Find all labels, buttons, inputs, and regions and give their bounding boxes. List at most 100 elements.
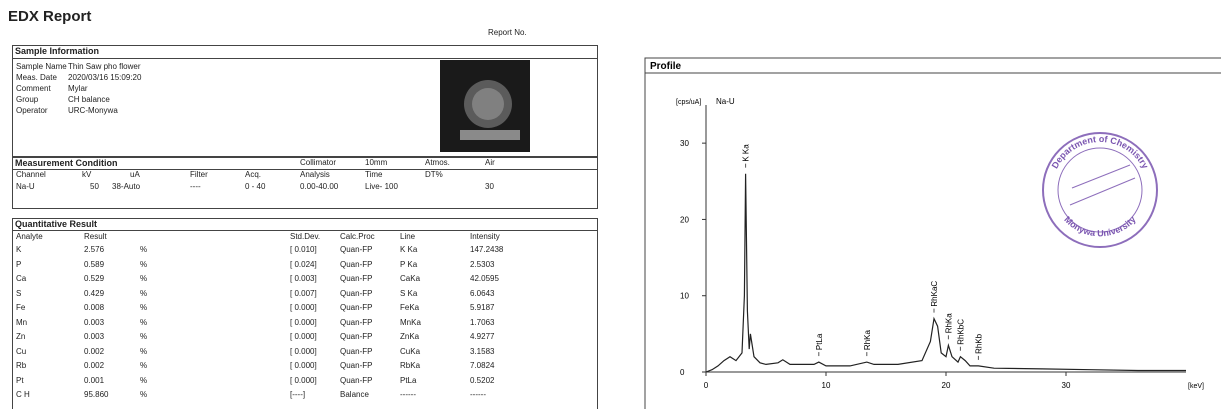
cell: FeKa [400, 303, 419, 313]
cell: % [140, 289, 147, 299]
cell: 0.003 [84, 332, 104, 342]
cell: C H [16, 390, 30, 400]
cell: 3.1583 [470, 347, 494, 357]
column-header: Result [84, 232, 107, 242]
column-header: uA [130, 170, 140, 180]
cell: [ 0.010] [290, 245, 317, 255]
cell: Quan-FP [340, 245, 372, 255]
stamp-text: Monywa University [1062, 214, 1137, 238]
x-label: [keV] [1188, 383, 1204, 390]
cell: Quan-FP [340, 347, 372, 357]
chart-frame [645, 58, 1221, 409]
column-header: Atmos. [425, 158, 450, 168]
stamp-text: Department of Chemistry [1050, 134, 1151, 170]
cell: 2.5303 [470, 260, 494, 270]
cell: 0.008 [84, 303, 104, 313]
cell: ZnKa [400, 332, 419, 342]
column-header: Collimator [300, 158, 336, 168]
column-header: Analyte [16, 232, 43, 242]
cell: 0.001 [84, 376, 104, 386]
peak-label: RhKbC [956, 319, 965, 345]
x-tick-label: 10 [822, 381, 831, 390]
field-value: 2020/03/16 15:09:20 [68, 73, 141, 83]
column-header: kV [82, 170, 91, 180]
page: EDX Report Report No. Sample Information… [0, 0, 1221, 409]
cell: 95.860 [84, 390, 108, 400]
cell: 42.0595 [470, 274, 499, 284]
cell: Quan-FP [340, 376, 372, 386]
stamp-bottom: Monywa University [1062, 214, 1137, 238]
cell: CaKa [400, 274, 420, 284]
cell: % [140, 303, 147, 313]
x-tick-label: 20 [942, 381, 951, 390]
cell: CuKa [400, 347, 420, 357]
cell: % [140, 318, 147, 328]
cell: % [140, 347, 147, 357]
column-header: Time [365, 170, 382, 180]
cell: K Ka [400, 245, 417, 255]
peak-label: RhKaC [930, 281, 939, 307]
cell: Quan-FP [340, 260, 372, 270]
column-header: Line [400, 232, 415, 242]
cell: 147.2438 [470, 245, 503, 255]
cell: Quan-FP [340, 274, 372, 284]
peak-label: RhKa [944, 313, 953, 334]
cell: [ 0.024] [290, 260, 317, 270]
cell: Zn [16, 332, 25, 342]
cell: 0.5202 [470, 376, 494, 386]
peak-label: PtLa [815, 333, 824, 350]
cell: % [140, 260, 147, 270]
cell: Quan-FP [340, 332, 372, 342]
cell: RbKa [400, 361, 420, 371]
cell: Pt [16, 376, 24, 386]
cell: [ 0.000] [290, 376, 317, 386]
column-header: Std.Dev. [290, 232, 320, 242]
profile-chart: Profile [cps/uA] Na-U [keV] Department o… [0, 0, 1221, 409]
field-value: Thin Saw pho flower [68, 62, 140, 72]
cell: Quan-FP [340, 289, 372, 299]
cell: Rb [16, 361, 26, 371]
cell: P [16, 260, 21, 270]
cell: 0.529 [84, 274, 104, 284]
cell: 0.002 [84, 361, 104, 371]
cell: % [140, 390, 147, 400]
cell: % [140, 245, 147, 255]
cell: 0.589 [84, 260, 104, 270]
column-header: Calc.Proc [340, 232, 375, 242]
column-header: 10mm [365, 158, 387, 168]
cell: [ 0.003] [290, 274, 317, 284]
cell: 7.0824 [470, 361, 494, 371]
stamp-top: Department of Chemistry [1050, 134, 1151, 170]
cell: 0.00-40.00 [300, 182, 338, 192]
y-label: [cps/uA] [676, 99, 701, 106]
y-tick-label: 10 [680, 292, 689, 301]
cell: [ 0.000] [290, 318, 317, 328]
column-header: Air [485, 158, 495, 168]
cell: 0 - 40 [245, 182, 265, 192]
peak-label: K Ka [742, 144, 751, 162]
column-header: Filter [190, 170, 208, 180]
cell: ------ [470, 390, 486, 400]
field-value: Mylar [68, 84, 88, 94]
cell: 0.429 [84, 289, 104, 299]
cell: Cu [16, 347, 26, 357]
cell: 5.9187 [470, 303, 494, 313]
cell: 50 [90, 182, 99, 192]
series-label: Na-U [716, 97, 735, 106]
cell: Live- 100 [365, 182, 398, 192]
cell: % [140, 274, 147, 284]
cell: Na-U [16, 182, 35, 192]
column-header: Analysis [300, 170, 330, 180]
cell: ------ [400, 390, 416, 400]
cell: 1.7063 [470, 318, 494, 328]
column-header: Acq. [245, 170, 261, 180]
peak-label: RhKa [863, 330, 872, 351]
y-tick-label: 30 [680, 139, 689, 148]
x-tick-label: 0 [704, 381, 709, 390]
cell: [ 0.007] [290, 289, 317, 299]
cell: Ca [16, 274, 26, 284]
cell: [ 0.000] [290, 361, 317, 371]
column-header: DT% [425, 170, 443, 180]
y-tick-label: 0 [680, 368, 685, 377]
cell: 4.9277 [470, 332, 494, 342]
